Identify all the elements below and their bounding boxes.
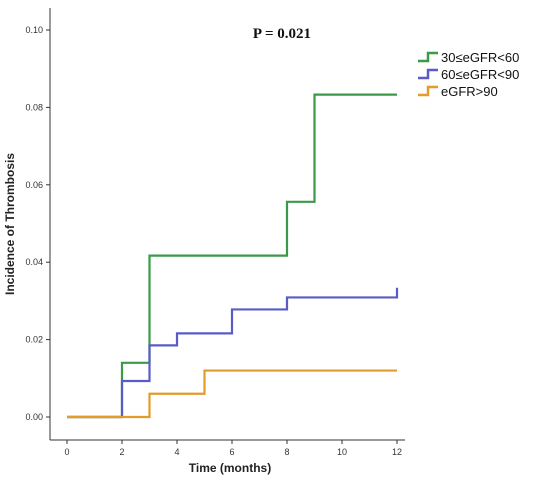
x-axis-title: Time (months) (189, 461, 271, 475)
x-tick-label: 8 (284, 447, 289, 457)
p-value-annotation: P = 0.021 (253, 26, 311, 42)
y-tick-label: 0.08 (25, 102, 43, 112)
legend-label-1: 60≤eGFR<90 (441, 67, 519, 82)
x-tick-label: 4 (174, 447, 179, 457)
x-tick-label: 2 (119, 447, 124, 457)
series-line-2 (67, 369, 397, 419)
y-ticks: 0.00 0.02 0.04 0.06 0.08 0.10 (25, 25, 50, 422)
x-tick-label: 12 (392, 447, 402, 457)
series-layer (67, 93, 399, 419)
series-line-0 (67, 93, 397, 419)
series-line-1 (67, 287, 399, 419)
legend-label-0: 30≤eGFR<60 (441, 50, 519, 65)
y-tick-label: 0.06 (25, 180, 43, 190)
x-tick-label: 0 (64, 447, 69, 457)
x-ticks: 0 2 4 6 8 10 12 (64, 440, 402, 457)
legend-swatch-2 (418, 85, 438, 97)
legend-swatch-0 (418, 51, 438, 63)
axes (49, 8, 405, 441)
legend-label-2: eGFR>90 (441, 84, 498, 99)
y-tick-label: 0.04 (25, 257, 43, 267)
y-tick-label: 0.02 (25, 335, 43, 345)
y-axis-title: Incidence of Thrombosis (3, 153, 17, 295)
y-tick-label: 0.00 (25, 412, 43, 422)
y-tick-label: 0.10 (25, 25, 43, 35)
x-tick-label: 6 (229, 447, 234, 457)
x-tick-label: 10 (337, 447, 347, 457)
legend-swatch-1 (418, 68, 438, 80)
legend: 30≤eGFR<60 60≤eGFR<90 eGFR>90 (418, 50, 519, 99)
